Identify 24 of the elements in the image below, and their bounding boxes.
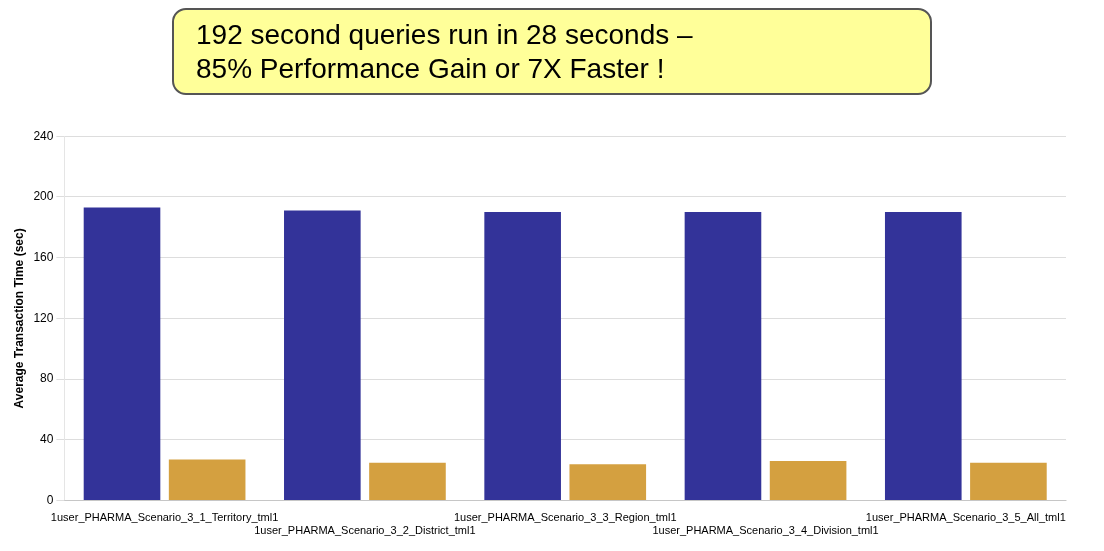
bar: [569, 464, 647, 501]
x-tick-label: 1user_PHARMA_Scenario_3_3_Region_tml1: [453, 511, 677, 524]
y-axis-title: Average Transaction Time (sec): [11, 228, 26, 409]
bar: [970, 462, 1047, 501]
y-tick-label: 120: [33, 310, 54, 325]
y-tick-label: 80: [40, 371, 54, 386]
bar: [83, 207, 161, 501]
bar: [884, 212, 962, 501]
bar: [484, 212, 561, 501]
x-tick-label: 1user_PHARMA_Scenario_3_1_Territory_tml1: [50, 511, 279, 524]
x-tick-label: 1user_PHARMA_Scenario_3_2_District_tml1: [254, 524, 476, 537]
bar: [284, 210, 361, 501]
bar: [769, 461, 847, 501]
x-tick-label: 1user_PHARMA_Scenario_3_4_Division_tml1: [652, 524, 879, 537]
y-tick-label: 40: [40, 432, 54, 447]
y-tick-label: 240: [33, 128, 54, 143]
x-tick-label: 1user_PHARMA_Scenario_3_5_All_tml1: [865, 511, 1066, 524]
bar: [168, 459, 246, 501]
bar: [369, 462, 446, 501]
y-tick-label: 160: [33, 249, 54, 264]
speech-bubble: 192 second queries run in 28 seconds – 85% Performance Gain or 7X Faster !: [172, 8, 932, 96]
bar: [684, 212, 762, 501]
y-tick-label: 200: [33, 189, 54, 204]
y-tick-label: 0: [46, 492, 54, 507]
